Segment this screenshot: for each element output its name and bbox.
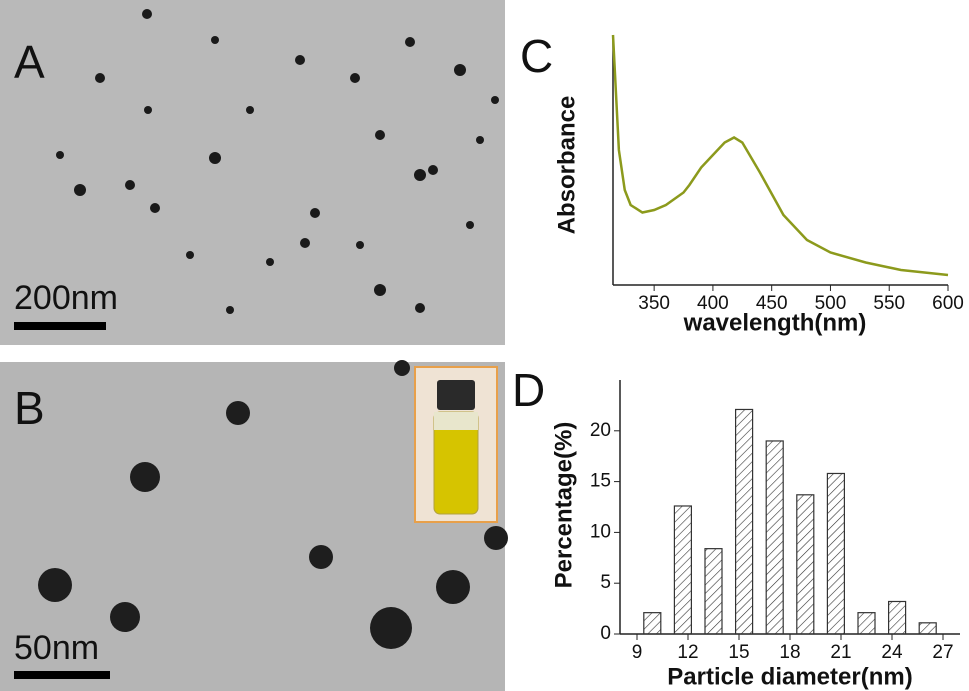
panel-label: B: [14, 382, 45, 434]
bar: [766, 441, 783, 634]
y-tick-label: 5: [600, 572, 611, 593]
panel-label: D: [512, 364, 545, 416]
x-tick-label: 9: [632, 642, 643, 663]
vial-inset: [415, 367, 497, 522]
y-axis-label: Absorbance: [553, 96, 580, 235]
x-tick-label: 18: [779, 642, 800, 663]
scale-bar-label: 50nm: [14, 629, 99, 667]
x-tick-label: 400: [697, 293, 729, 314]
x-tick-label: 27: [932, 642, 953, 663]
bar: [858, 613, 875, 634]
x-tick-label: 15: [728, 642, 749, 663]
x-tick-label: 24: [881, 642, 903, 663]
x-tick-label: 350: [638, 293, 670, 314]
y-tick-label: 20: [590, 420, 611, 441]
bar: [919, 623, 936, 634]
x-tick-label: 450: [756, 293, 788, 314]
x-tick-label: 600: [932, 293, 964, 314]
bar: [736, 409, 753, 634]
x-tick-label: 12: [677, 642, 698, 663]
panel-label: A: [14, 36, 45, 88]
y-tick-label: 0: [600, 623, 611, 644]
x-tick-label: 500: [815, 293, 847, 314]
data-line: [613, 35, 948, 275]
x-tick-label: 550: [873, 293, 905, 314]
tem-image-a: A 200nm: [0, 0, 505, 345]
x-axis-label: Particle diameter(nm): [667, 663, 912, 690]
panel-label: C: [520, 30, 553, 82]
y-tick-label: 15: [590, 471, 611, 492]
y-axis-label: Percentage(%): [550, 422, 577, 589]
tem-image-b: B 50nm: [0, 360, 508, 691]
bar: [797, 495, 814, 634]
bar: [889, 601, 906, 634]
page: A 200nm B 50nm Cwavelength(nm)Absorbance…: [0, 0, 969, 691]
bar: [827, 473, 844, 634]
bar: [705, 549, 722, 634]
scale-bar-label: 200nm: [14, 279, 118, 317]
figure: A 200nm B 50nm Cwavelength(nm)Absorbance…: [0, 0, 969, 691]
x-tick-label: 21: [830, 642, 851, 663]
bar: [674, 506, 691, 634]
y-tick-label: 10: [590, 521, 611, 542]
bar: [644, 613, 661, 634]
